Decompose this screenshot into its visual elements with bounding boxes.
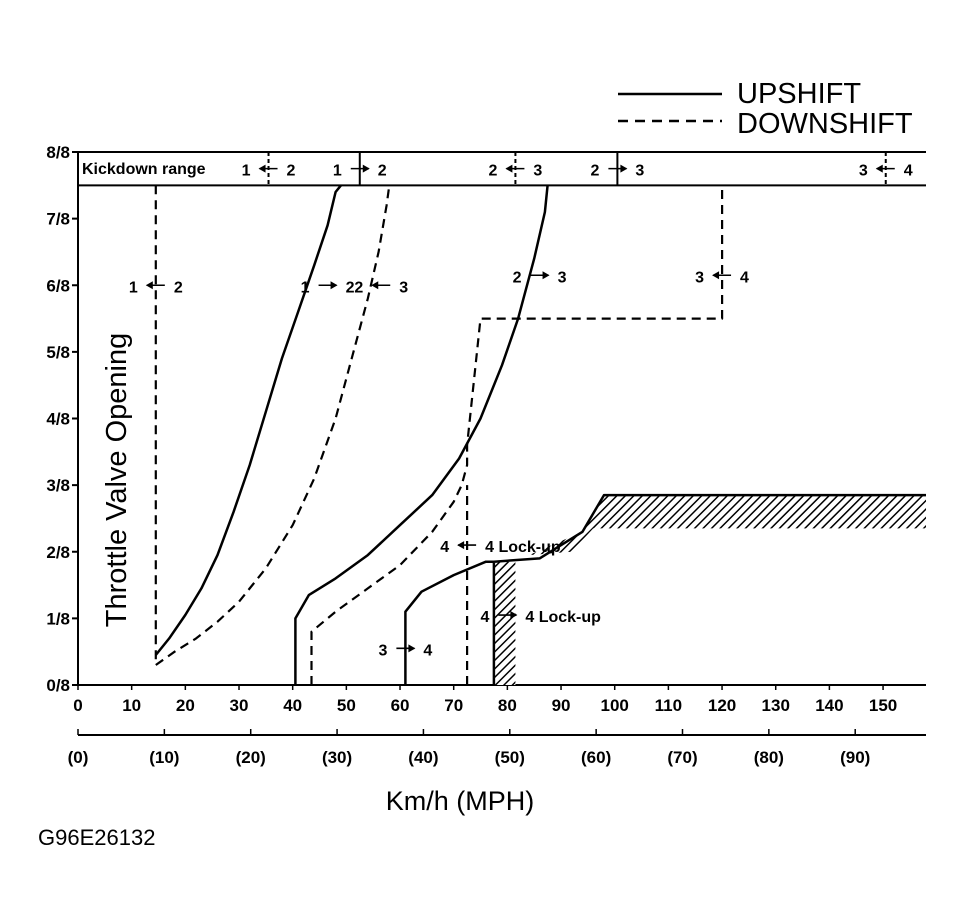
x-tick-label: 20 [176,696,195,715]
annotation-arrowhead [408,644,416,653]
mph-tick-label: (20) [236,748,266,767]
y-tick-label: 1/8 [46,609,70,628]
legend: UPSHIFT DOWNSHIFT [618,78,913,140]
x-tick-label: 100 [601,696,629,715]
kickdown-from-gear: 3 [859,163,868,180]
x-tick-label: 110 [655,696,682,715]
annotation-arrowhead [457,541,465,550]
y-tick-label: 5/8 [46,343,70,362]
x-tick-label: 70 [444,696,463,715]
annotation-to-gear: 2 [174,279,183,296]
lock-up-hatch-vertical [493,561,516,685]
x-axis-title: Km/h (MPH) [386,786,535,816]
annotation-arrowhead [542,271,550,280]
series-upshift [492,493,926,685]
annotation-from-gear: 3 [378,642,387,659]
x-tick-label: 30 [230,696,249,715]
annotation-to-gear: 3 [558,269,567,286]
series-upshift [294,185,549,685]
legend-downshift-label: DOWNSHIFT [737,108,913,140]
series-upshift [154,184,342,656]
annotation-arrowhead [371,281,379,290]
lock-up-hatched-regions [493,495,926,685]
kickdown-to-gear: 3 [533,163,542,180]
annotation-from-gear: 3 [695,269,704,286]
x-tick-label: 130 [762,696,790,715]
annotation-arrowhead [712,271,720,280]
shift-annotations: 1 2 1 2 2 32 3 3 44 4 Lock-up4 4 Lock-up3 4 [129,269,749,659]
mph-tick-label: (40) [408,748,438,767]
y-tick-label: 4/8 [46,410,70,429]
kickdown-arrowhead [362,164,370,173]
y-tick-label: 0/8 [46,676,70,695]
x-tick-label: 50 [337,696,356,715]
shift-curves [154,184,926,685]
mph-tick-label: (50) [495,748,525,767]
y-tick-label: 7/8 [46,210,70,229]
annotation-from-gear: 4 [480,609,489,626]
kickdown-from-gear: 1 [333,163,342,180]
figure-code: G96E26132 [38,825,155,850]
legend-upshift-label: UPSHIFT [737,78,861,110]
annotation-to-gear: 4 [740,269,749,286]
annotation-to-gear: 4 Lock-up [485,539,561,556]
annotation-arrowhead [330,281,338,290]
annotation-from-gear: 2 [354,279,363,296]
x-tick-label: 10 [122,696,141,715]
mph-tick-label: (90) [840,748,870,767]
y-axis-title: Throttle Valve Opening [101,333,133,627]
series-downshift [310,185,724,685]
annotation-arrowhead [145,281,153,290]
y-tick-label: 3/8 [46,476,70,495]
kickdown-range-label: Kickdown range [82,161,206,178]
mph-tick-label: (70) [667,748,697,767]
y-tick-label: 2/8 [46,543,70,562]
kickdown-from-gear: 2 [489,163,498,180]
y-tick-label: 8/8 [46,143,70,162]
mph-tick-label: (0) [68,748,89,767]
annotation-to-gear: 3 [399,279,408,296]
axes: 0/8 1/8 2/8 3/8 4/8 5/8 6/8 7/8 8/8 0 10 20 30 40 50 60… [46,143,926,767]
annotation-from-gear: 2 [513,269,522,286]
y-tick-label: 6/8 [46,276,70,295]
annotation-from-gear: 4 [440,539,449,556]
mph-tick-label: (60) [581,748,611,767]
x-tick-label: 0 [73,696,82,715]
x-tick-label: 150 [869,696,897,715]
annotation-arrowhead [510,611,518,620]
annotation-to-gear: 4 Lock-up [525,609,601,626]
mph-tick-label: (10) [149,748,179,767]
kickdown-to-gear: 3 [635,163,644,180]
kickdown-arrowhead [875,164,883,173]
annotation-to-gear: 2 [346,279,355,296]
mph-tick-label: (80) [754,748,784,767]
mph-tick-label: (30) [322,748,352,767]
kickdown-band: Kickdown range 1 2 1 2 2 3 2 3 3 4 [78,151,926,187]
x-tick-label: 120 [708,696,736,715]
lock-up-hatch-horizontal [528,495,926,556]
annotation-to-gear: 4 [423,642,432,659]
x-tick-label: 60 [391,696,410,715]
annotation-from-gear: 1 [301,279,310,296]
series-upshift [404,560,494,685]
x-tick-label: 90 [552,696,571,715]
x-tick-label: 80 [498,696,517,715]
kickdown-from-gear: 1 [242,163,251,180]
kickdown-to-gear: 2 [287,163,296,180]
kickdown-arrowhead [620,164,628,173]
x-tick-label: 40 [283,696,302,715]
kickdown-to-gear: 4 [904,163,913,180]
kickdown-arrowhead [258,164,266,173]
kickdown-arrowhead [505,164,513,173]
kickdown-to-gear: 2 [378,163,387,180]
annotation-from-gear: 1 [129,279,138,296]
kickdown-from-gear: 2 [590,163,599,180]
x-tick-label: 140 [815,696,843,715]
series-downshift [155,185,391,666]
